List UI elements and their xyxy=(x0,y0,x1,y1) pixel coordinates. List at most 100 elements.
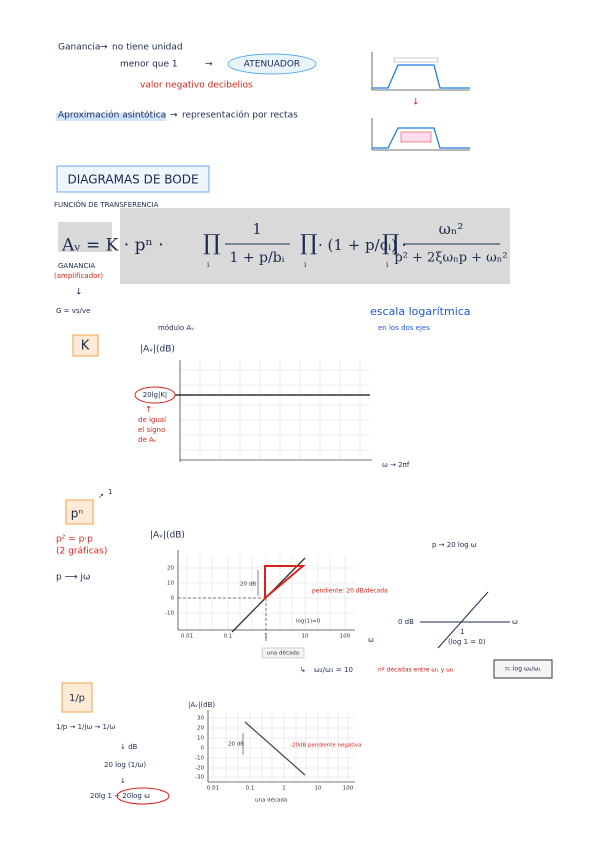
formula-box xyxy=(493,659,553,679)
ratio: ω₂/ω₁ = 10 xyxy=(314,666,353,674)
product: ∏ xyxy=(300,231,318,256)
note: de Aᵥ xyxy=(138,436,157,444)
denominator: 1 + p/bᵢ xyxy=(230,250,285,266)
x-tick-label: 100 xyxy=(343,786,354,792)
note: módulo Aᵥ xyxy=(158,324,194,332)
note: de igual xyxy=(138,416,166,424)
level-label: 20lg|K| xyxy=(143,391,168,399)
label-box xyxy=(72,334,99,357)
grid xyxy=(177,550,355,642)
y-tick-label: 0 xyxy=(201,746,205,752)
highlight xyxy=(227,53,317,75)
figure: ↓ xyxy=(371,52,470,151)
numerator: ωₙ² xyxy=(439,220,464,238)
note: (2 gráficas) xyxy=(56,547,107,557)
x-tick-label: 100 xyxy=(340,634,351,640)
label-box xyxy=(61,682,93,713)
highlight xyxy=(134,386,176,404)
text: representación por rectas xyxy=(182,110,298,121)
x-tick-label: 0.1 xyxy=(246,786,255,792)
slope-label: pendiente: 20 dB/década xyxy=(312,588,388,595)
highlight xyxy=(116,787,170,805)
term: Ganancia xyxy=(58,43,100,53)
axis-title: |Aᵥ|(dB) xyxy=(140,345,175,355)
axis-title: |Aᵥ|(dB) xyxy=(188,701,215,709)
ratio-formula: n: log ω₂/ω₁ xyxy=(505,666,541,673)
decade-box xyxy=(261,647,305,659)
arrow: ↓ xyxy=(412,98,420,108)
y-tick-label: 0 xyxy=(171,596,175,602)
highlight xyxy=(56,113,166,121)
origin-label: log(1)=0 xyxy=(296,619,321,625)
product: ∏ xyxy=(203,231,221,256)
x-tick-label: 0.01 xyxy=(181,634,193,640)
y-tick-label: 10 xyxy=(197,736,204,742)
y-tick-label: 30 xyxy=(197,716,204,722)
arrow: → xyxy=(205,60,213,70)
decade: una década xyxy=(255,797,287,804)
index: i xyxy=(207,261,210,269)
sketch-label: (log 1 = 0) xyxy=(448,638,486,646)
y-tick-label: 10 xyxy=(167,581,174,587)
formula-box xyxy=(58,222,112,252)
result: ATENUADOR xyxy=(244,60,300,70)
formula-part: Aᵥ = K · pⁿ · xyxy=(61,236,164,256)
arrow: ↓ xyxy=(120,777,126,785)
note: valor negativo decibelios xyxy=(140,81,253,91)
step: 1/p → 1/jω → 1/ω xyxy=(56,723,115,731)
y-tick-label: -10 xyxy=(195,756,204,762)
numerator: 1 xyxy=(252,220,262,238)
note: escala logarítmica xyxy=(370,305,471,318)
x-tick-label: 0.01 xyxy=(207,786,219,792)
note: ω → 2πf xyxy=(382,461,410,469)
x-tick-label: 10 xyxy=(315,786,322,792)
x-tick-label: 1 xyxy=(264,634,268,640)
x-tick-label: 10 xyxy=(302,634,309,640)
note: ↗ xyxy=(98,492,104,500)
y-tick-label: -20 xyxy=(195,766,204,772)
heading: DIAGRAMAS DE BODE xyxy=(67,173,198,187)
note: p → 20 log ω xyxy=(432,541,477,549)
step: 20 log (1/ω) xyxy=(104,761,146,769)
decade: una década xyxy=(267,650,299,657)
sketch-label: 0 dB xyxy=(398,618,414,626)
label: FUNCIÓN DE TRANSFERENCIA xyxy=(54,200,159,209)
box-label: K xyxy=(81,339,90,354)
formula-box xyxy=(120,208,510,284)
denominator: p² + 2ξωₙp + ωₙ² xyxy=(394,251,507,266)
arrow: → xyxy=(100,43,108,53)
sketch-label: 1 xyxy=(460,628,464,636)
grid xyxy=(140,360,372,462)
arrow: ↳ xyxy=(300,666,306,674)
label: GANANCIA xyxy=(58,262,95,270)
arrow: → xyxy=(170,111,178,121)
axis-title: |Aᵥ|(dB) xyxy=(150,531,185,541)
text: menor que 1 xyxy=(120,60,178,70)
step-label: 20 dB xyxy=(240,582,256,588)
sketch xyxy=(420,591,510,649)
arrow: ↑ xyxy=(145,406,153,416)
text: no tiene unidad xyxy=(112,43,183,53)
y-tick-label: 20 xyxy=(167,566,174,572)
term: Aproximación asintótica xyxy=(58,110,166,121)
label-box xyxy=(65,499,94,525)
formula-part: · (1 + p/cᵢ) · xyxy=(318,236,407,254)
note: el signo xyxy=(138,426,165,434)
grid xyxy=(207,710,355,783)
index: i xyxy=(304,261,307,269)
heading-box xyxy=(56,165,210,193)
note: p² = p·p xyxy=(56,535,93,545)
slope-label: -20dB pendiente negativa xyxy=(290,743,362,749)
product: ∏ xyxy=(382,231,400,256)
definition: G = vs/ve xyxy=(56,307,90,315)
note: p ⟶ jω xyxy=(56,573,90,583)
step-label: 20 dB xyxy=(228,742,244,748)
arrow: ↓ xyxy=(75,288,83,298)
label: (amplificador) xyxy=(54,272,103,280)
x-label: ω xyxy=(368,636,374,644)
y-tick-label: 20 xyxy=(197,726,204,732)
index: i xyxy=(386,261,389,269)
